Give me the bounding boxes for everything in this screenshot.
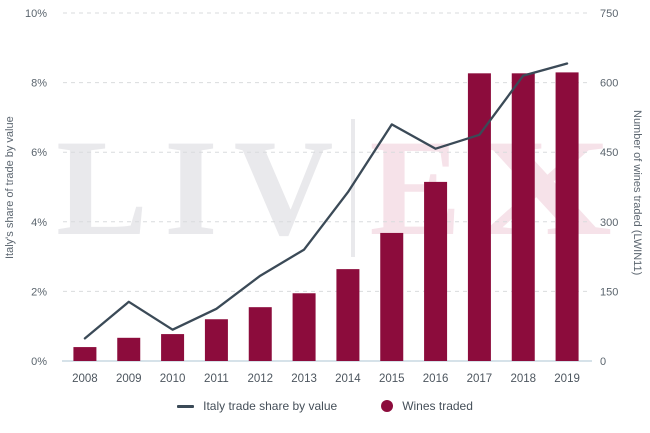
left-axis-tick: 10% bbox=[25, 8, 47, 20]
axis-tick-labels: 0% 0 2% 150 4% 300 6% 450 8% 600 10% 750 bbox=[25, 8, 618, 368]
bar-2015 bbox=[380, 232, 404, 361]
year-label-2018: 2018 bbox=[510, 373, 536, 385]
right-axis-tick: 150 bbox=[600, 286, 618, 298]
year-label-2012: 2012 bbox=[247, 373, 273, 385]
bar-2013 bbox=[292, 293, 316, 361]
livex-watermark: LIV E X bbox=[56, 98, 613, 278]
year-label-2015: 2015 bbox=[379, 373, 405, 385]
line-series-swatch-icon bbox=[177, 404, 195, 408]
bar-2009 bbox=[117, 337, 141, 361]
trade-share-line bbox=[83, 62, 569, 340]
bar-2008 bbox=[73, 347, 97, 361]
bar-series-swatch-icon bbox=[381, 400, 394, 412]
left-axis-tick: 4% bbox=[31, 217, 47, 229]
bar-2017 bbox=[467, 73, 491, 361]
right-axis-tick: 300 bbox=[600, 217, 618, 229]
year-label-2016: 2016 bbox=[423, 373, 449, 385]
year-label-2009: 2009 bbox=[116, 373, 142, 385]
bar-2012 bbox=[248, 307, 272, 361]
right-axis-tick: 750 bbox=[600, 8, 618, 20]
legend-bar-series-label: Wines traded bbox=[402, 399, 473, 413]
year-label-2011: 2011 bbox=[204, 373, 229, 385]
year-label-2017: 2017 bbox=[467, 373, 493, 385]
right-axis-tick: 0 bbox=[600, 356, 606, 368]
year-label-2008: 2008 bbox=[72, 373, 98, 385]
chart-canvas: 0% 0 2% 150 4% 300 6% 450 8% 600 10% 750 2008 2009 201… bbox=[25, 8, 618, 385]
bar-2016 bbox=[424, 181, 448, 361]
left-axis-tick: 6% bbox=[31, 147, 47, 159]
watermark-separator-bar bbox=[351, 119, 356, 257]
gridlines bbox=[62, 12, 592, 362]
year-label-2014: 2014 bbox=[335, 373, 361, 385]
left-axis-tick: 0% bbox=[31, 356, 47, 368]
watermark-x-text: X bbox=[471, 111, 614, 264]
left-axis-title: Italy's share of trade by value bbox=[4, 116, 16, 260]
bar-2014 bbox=[336, 269, 360, 361]
legend-line-series-label: Italy trade share by value bbox=[203, 399, 338, 413]
watermark-liv-text: LIV bbox=[56, 111, 350, 264]
bar-2018 bbox=[511, 73, 535, 361]
left-axis-tick: 8% bbox=[31, 78, 47, 90]
bar-series bbox=[73, 72, 579, 361]
left-axis-tick: 2% bbox=[31, 286, 47, 298]
right-axis-title: Number of wines traded (LWIN11) bbox=[631, 109, 643, 276]
right-axis-tick: 600 bbox=[600, 78, 618, 90]
bar-2011 bbox=[204, 319, 228, 361]
year-label-2010: 2010 bbox=[160, 373, 186, 385]
year-label-2013: 2013 bbox=[291, 373, 317, 385]
x-axis-year-labels: 2008 2009 2010 2011 2012 2013 2014 2015 2016 2017… bbox=[72, 373, 580, 385]
bar-2019 bbox=[555, 72, 579, 361]
bar-2010 bbox=[161, 334, 185, 361]
year-label-2019: 2019 bbox=[554, 373, 580, 385]
legend-item-line-series: Italy trade share by value bbox=[177, 399, 337, 413]
legend: Italy trade share by value Wines traded bbox=[0, 399, 650, 413]
right-axis-tick: 450 bbox=[600, 147, 618, 159]
legend-item-bar-series: Wines traded bbox=[381, 399, 473, 413]
